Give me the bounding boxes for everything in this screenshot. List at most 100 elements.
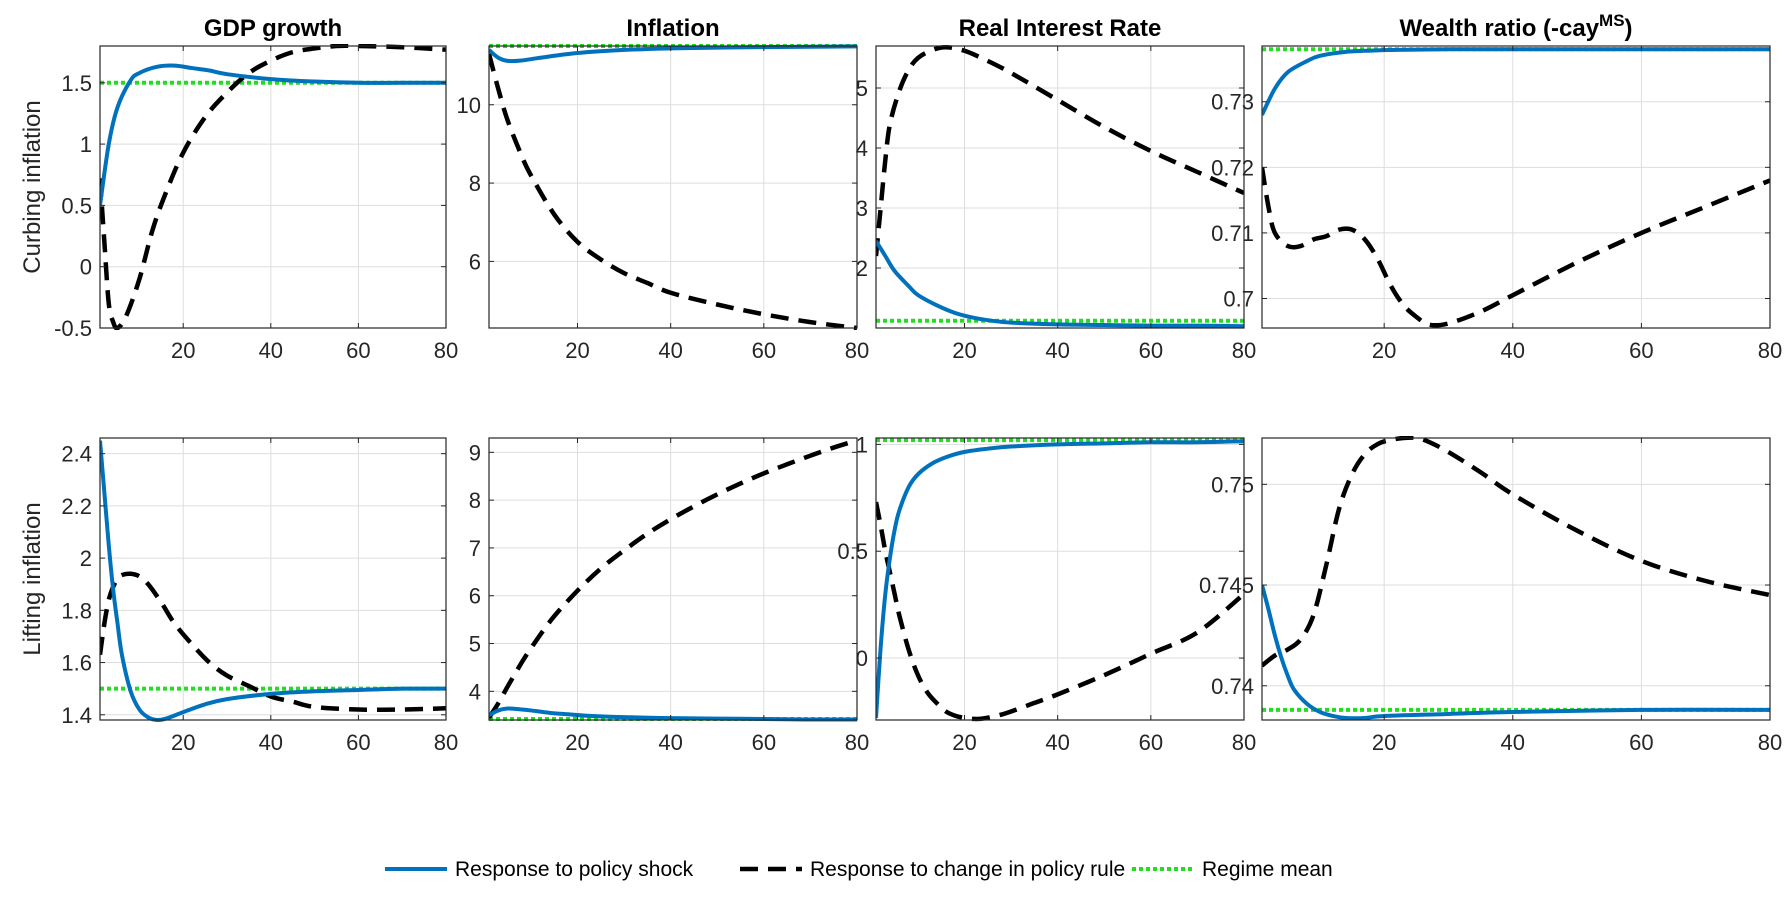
x-tick-label: 40 [1045,338,1069,363]
y-tick-label: 1.5 [61,71,92,96]
plot-area [1262,46,1770,328]
x-tick-label: 60 [1629,730,1653,755]
x-tick-label: 40 [1501,338,1525,363]
series-line-policy-rule [1262,436,1770,668]
x-tick-label: 20 [1372,730,1396,755]
x-tick-label: 40 [658,730,682,755]
legend: Response to policy shock Response to chan… [385,858,1333,881]
y-tick-label: 9 [469,440,481,465]
y-tick-label: 2 [80,546,92,571]
x-tick-label: 60 [346,338,370,363]
series-group [1262,47,1770,328]
legend-label: Response to policy shock [455,858,694,881]
x-tick-label: 40 [259,730,283,755]
plot-area [489,438,857,720]
plot-area [876,438,1244,720]
y-tick-label: 4 [469,679,481,704]
axes-box [99,437,447,721]
y-tick-label: 8 [469,488,481,513]
x-tick-label: 80 [1758,338,1782,363]
panel-2-2: 20 40 60 80 4 5 6 7 8 9 [469,437,869,755]
y-tick-label: 1.6 [61,651,92,676]
y-tick-label: 3 [856,196,868,221]
y-tick-label: 0.5 [837,539,868,564]
axes-box [488,45,858,329]
y-tick-label: 0.71 [1211,221,1254,246]
plot-area [1262,438,1770,720]
x-tick-label: 20 [565,338,589,363]
axes-box [1261,45,1771,329]
y-tick-label: 6 [469,249,481,274]
series-line-policy-shock [1262,584,1770,721]
x-tick-label: 20 [952,730,976,755]
y-tick-label: 1 [856,432,868,457]
x-tick-label: 80 [434,730,458,755]
y-tick-label: 0 [80,255,92,280]
y-tick-label: 4 [856,136,868,161]
x-tick-label: 20 [171,730,195,755]
panel-title: Wealth ratio (-cayMS) [1399,11,1632,42]
x-tick-label: 60 [1629,338,1653,363]
x-tick-label: 60 [752,338,776,363]
y-tick-label: 0.5 [61,193,92,218]
x-tick-label: 20 [171,338,195,363]
series-line-policy-shock [1262,47,1770,116]
y-tick-label: 10 [457,93,481,118]
series-group [876,438,1244,722]
series-line-policy-rule [489,438,857,719]
x-tick-label: 60 [752,730,776,755]
x-tick-label: 20 [952,338,976,363]
y-tick-label: 7 [469,536,481,561]
panel-2-3: 20 40 60 80 0 0.5 1 [837,432,1256,755]
x-tick-label: 60 [1139,730,1163,755]
x-tick-label: 40 [658,338,682,363]
y-tick-label: 0.7 [1223,286,1254,311]
series-group [1262,436,1770,721]
y-tick-label: 0 [856,646,868,671]
y-tick-label: 5 [469,632,481,657]
panel-2-4: 20 40 60 80 0.74 0.745 0.75 [1199,436,1782,755]
plot-area [489,46,857,328]
series-line-policy-rule [489,53,857,330]
panel-title: Real Interest Rate [959,15,1162,42]
x-tick-label: 80 [845,338,869,363]
y-tick-label: 8 [469,171,481,196]
panel-title: Inflation [626,15,719,42]
y-tick-label: 0.73 [1211,90,1254,115]
axes-box [99,45,447,329]
series-line-policy-shock [876,239,1244,329]
series-line-policy-shock [489,44,857,64]
x-tick-label: 40 [1501,730,1525,755]
legend-label: Response to change in policy rule [810,858,1125,881]
plot-area [100,46,446,328]
x-tick-label: 80 [845,730,869,755]
x-tick-label: 60 [346,730,370,755]
y-tick-label: 2.2 [61,494,92,519]
series-line-policy-rule [876,44,1244,257]
y-tick-label: 6 [469,584,481,609]
y-tick-label: 5 [856,76,868,101]
y-tick-label: -0.5 [54,316,92,341]
series-group [876,44,1244,329]
y-tick-label: 0.74 [1211,674,1254,699]
x-tick-label: 80 [1758,730,1782,755]
y-tick-label: 0.75 [1211,472,1254,497]
series-line-policy-shock [489,706,857,722]
x-tick-label: 40 [259,338,283,363]
legend-label: Regime mean [1202,858,1333,881]
y-tick-label: 0.745 [1199,573,1254,598]
y-tick-label: 2 [856,256,868,281]
x-tick-label: 60 [1139,338,1163,363]
y-tick-label: 1 [80,132,92,157]
panel-1-3: 20 40 60 80 2 3 4 5 Real Interest Rate [856,15,1256,363]
x-tick-label: 80 [434,338,458,363]
y-tick-label: 1.4 [61,703,92,728]
series-line-policy-shock [876,439,1244,718]
x-tick-label: 20 [1372,338,1396,363]
series-line-policy-shock [100,63,446,206]
axes-box [875,437,1245,721]
y-tick-label: 0.72 [1211,155,1254,180]
panel-2-1: 20 40 60 80 1.4 1.6 1.8 2 2.2 2.4 [61,437,458,755]
plot-area [876,46,1244,328]
